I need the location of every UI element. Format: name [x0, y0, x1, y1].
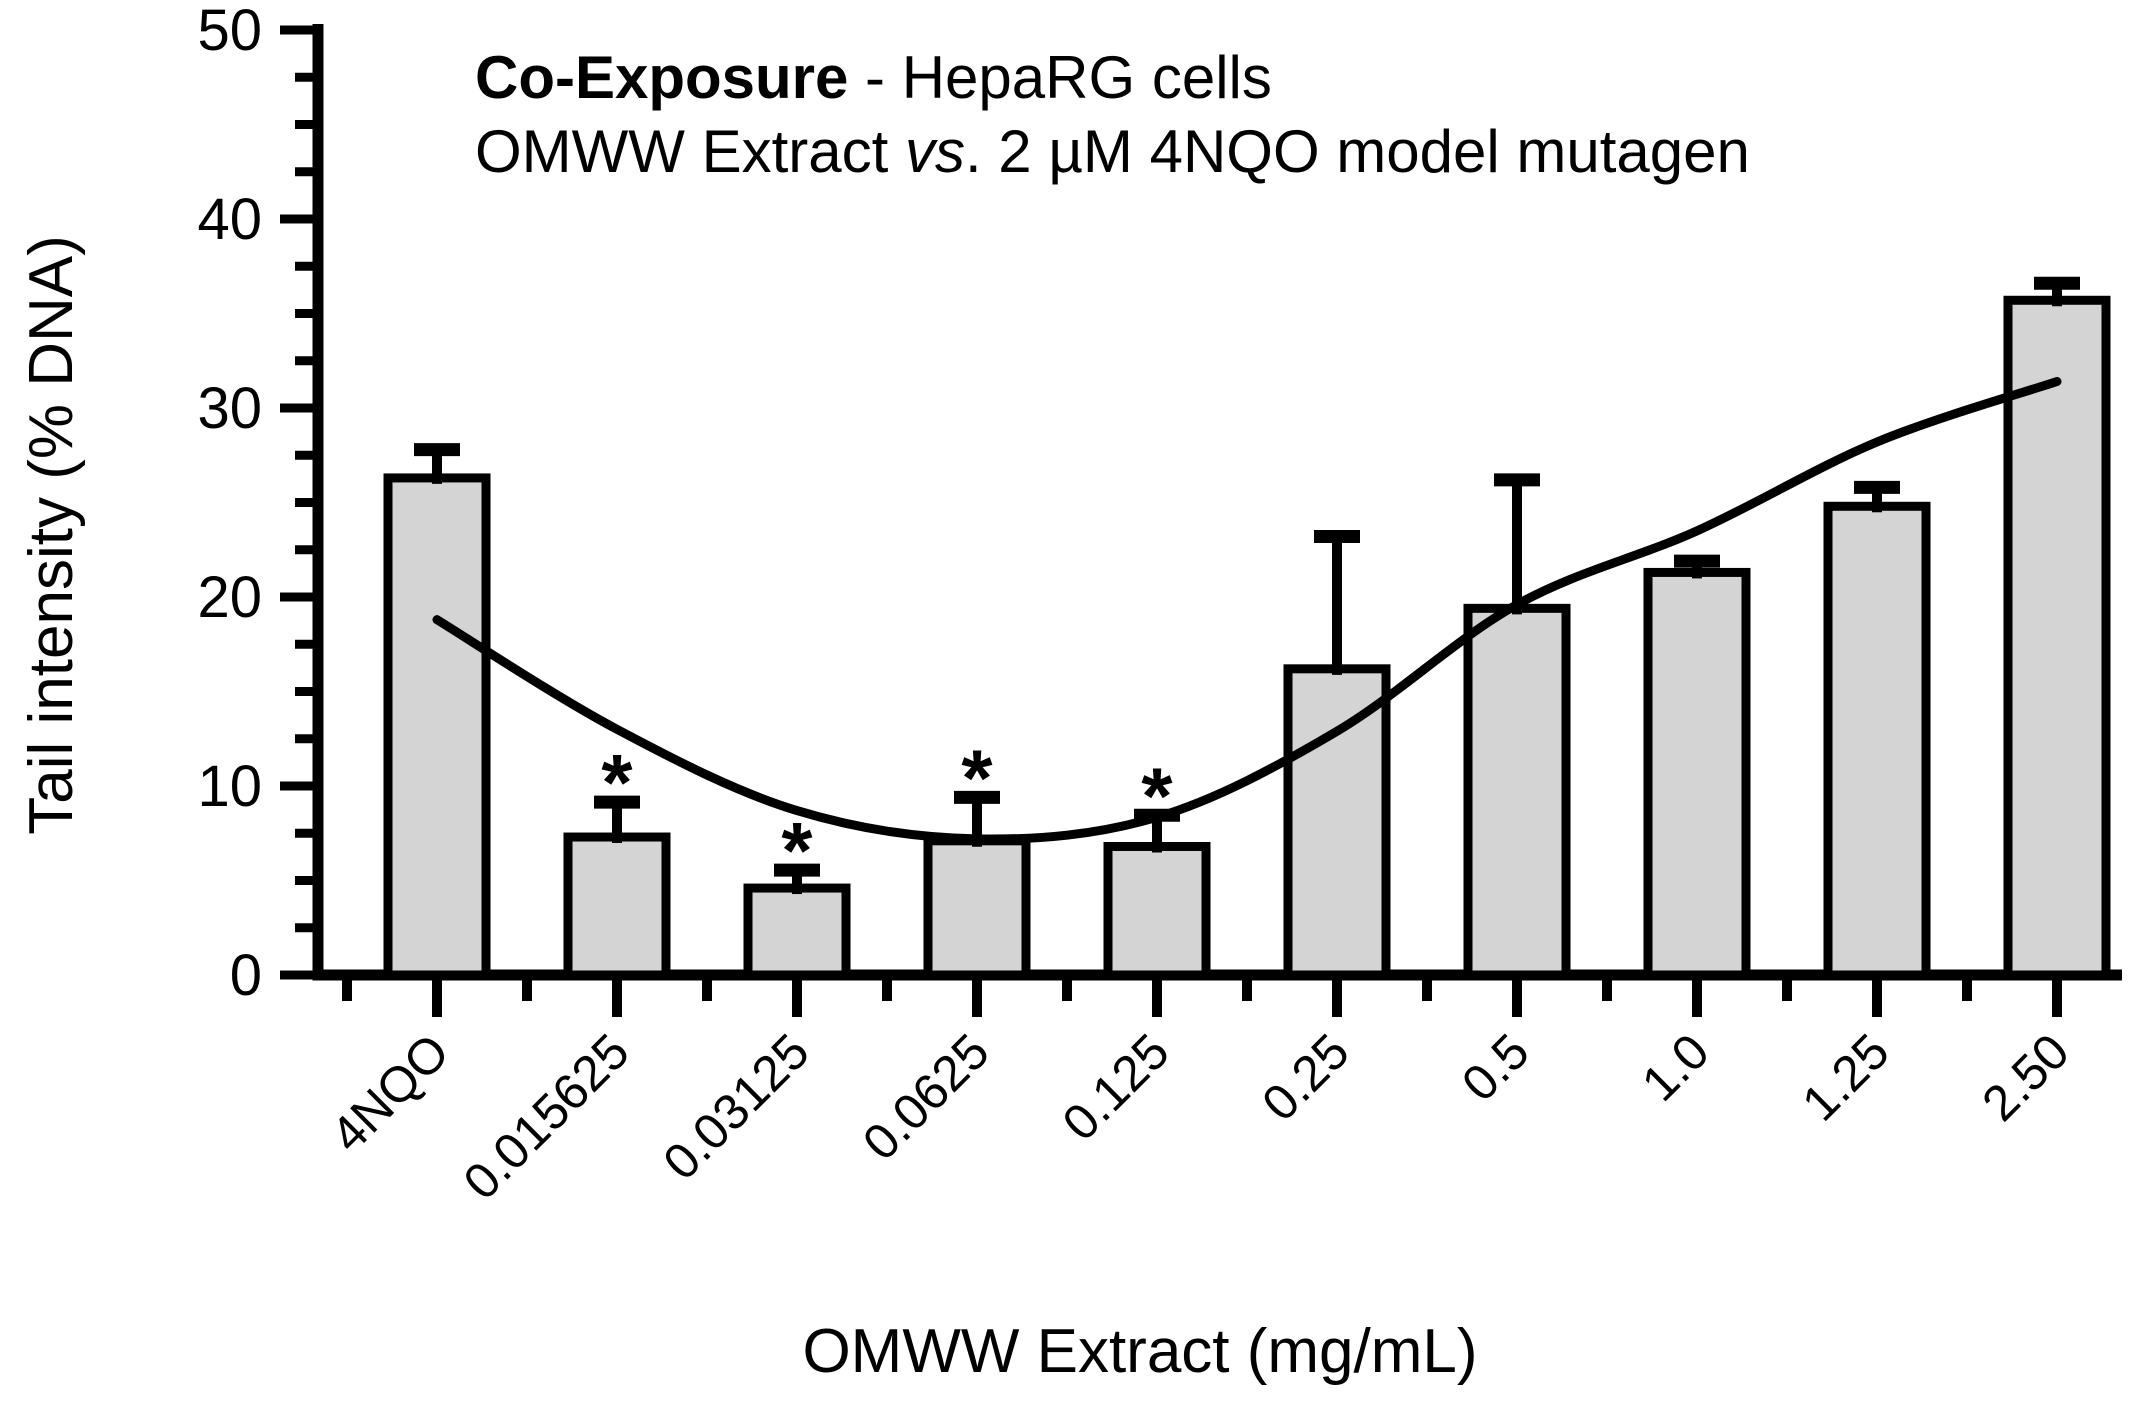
bar — [923, 836, 1031, 980]
trend-line — [432, 377, 2062, 844]
chart-subtitle-italic: vs — [905, 118, 965, 185]
bar — [1823, 501, 1931, 980]
bar — [563, 832, 671, 980]
chart-title: Co-Exposure - HepaRG cells — [475, 44, 1272, 111]
x-tick-label: 0.03125 — [652, 1023, 819, 1190]
x-tick-label: 0.25 — [1251, 1023, 1359, 1131]
x-tick-label: 0.5 — [1451, 1023, 1540, 1112]
significance-asterisk: * — [781, 806, 813, 895]
y-tick-label: 20 — [197, 565, 262, 630]
y-axis-title: Tail intensity (% DNA) — [17, 235, 86, 834]
bar — [743, 883, 851, 980]
x-tick-label: 4NQO — [320, 1023, 460, 1163]
x-tick-label: 0.125 — [1052, 1023, 1180, 1151]
chart-title-rest: - HepaRG cells — [848, 44, 1271, 111]
y-tick-label: 10 — [197, 754, 262, 819]
y-tick-label: 0 — [230, 943, 262, 1008]
bar — [1283, 664, 1391, 980]
x-tick-label: 1.25 — [1791, 1023, 1899, 1131]
x-tick-label: 2.50 — [1971, 1023, 2079, 1131]
chart-subtitle: OMWW Extract vs. 2 µM 4NQO model mutagen — [475, 118, 1750, 185]
bar — [1463, 603, 1571, 980]
x-tick-label: 0.0625 — [852, 1023, 1000, 1171]
significance-asterisk: * — [601, 738, 633, 827]
bar — [1103, 841, 1211, 980]
bar — [383, 473, 491, 980]
chart-subtitle-post: . 2 µM 4NQO model mutagen — [965, 118, 1750, 185]
bar — [1643, 567, 1751, 980]
x-axis-title: OMWW Extract (mg/mL) — [802, 1317, 1477, 1386]
y-tick-label: 30 — [197, 376, 262, 441]
chart-title-bold: Co-Exposure — [475, 44, 848, 111]
bar — [2003, 295, 2111, 980]
y-tick-label: 50 — [197, 0, 262, 63]
x-tick-label: 1.0 — [1631, 1023, 1720, 1112]
y-tick-label: 40 — [197, 187, 262, 252]
x-tick-label: 0.015625 — [453, 1023, 640, 1210]
significance-asterisk: * — [1141, 751, 1173, 840]
chart-subtitle-pre: OMWW Extract — [475, 118, 905, 185]
significance-asterisk: * — [961, 733, 993, 822]
